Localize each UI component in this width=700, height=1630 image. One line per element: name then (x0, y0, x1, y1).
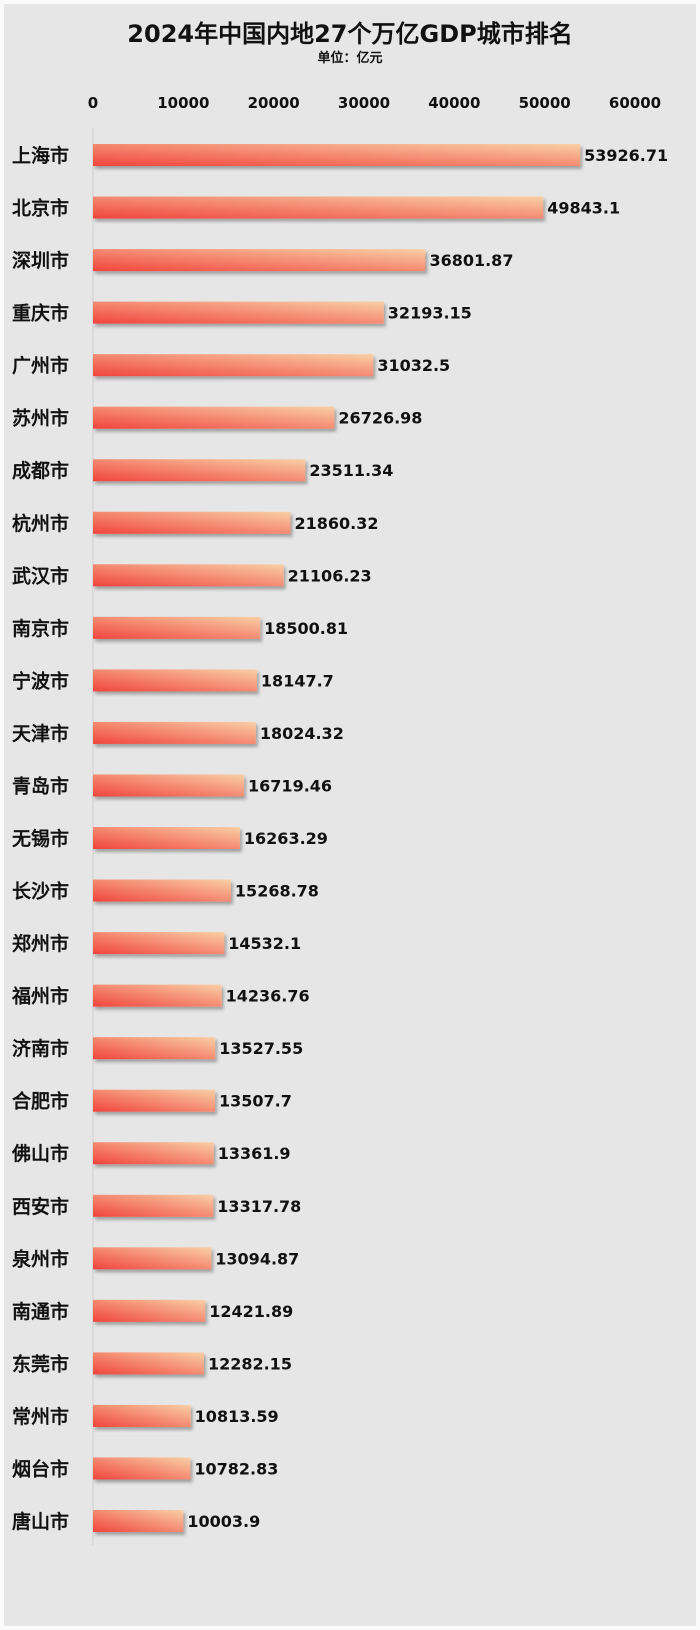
category-label: 苏州市 (12, 407, 69, 430)
bar (93, 1299, 206, 1322)
bar (93, 774, 245, 797)
chart-title: 2024年中国内地27个万亿GDP城市排名 (127, 20, 572, 48)
category-label: 福州市 (11, 985, 69, 1008)
data-label: 12421.89 (209, 1302, 293, 1321)
category-label: 郑州市 (12, 932, 69, 955)
data-label: 53926.71 (584, 146, 668, 165)
category-label: 北京市 (12, 197, 69, 220)
category-label: 东莞市 (12, 1352, 69, 1375)
bar (93, 1142, 214, 1165)
bar (93, 827, 240, 849)
category-label: 南通市 (12, 1300, 69, 1323)
category-label: 广州市 (12, 354, 69, 377)
category-label: 成都市 (12, 459, 69, 482)
bar (93, 1352, 204, 1375)
category-label: 青岛市 (12, 774, 69, 797)
x-tick-label: 60000 (609, 94, 661, 112)
data-label: 23511.34 (309, 461, 393, 480)
category-label: 杭州市 (12, 512, 69, 535)
bar (93, 1247, 212, 1270)
data-label: 10813.59 (195, 1407, 279, 1426)
data-label: 13507.7 (219, 1092, 292, 1111)
chart-canvas: 2024年中国内地27个万亿GDP城市排名 单位：亿元 0 10000 20000 3… (11, 20, 668, 1545)
data-label: 16719.46 (248, 776, 332, 795)
category-label: 南京市 (12, 617, 69, 640)
data-label: 13094.87 (215, 1249, 299, 1268)
x-tick-label: 50000 (519, 94, 571, 112)
data-label: 36801.87 (429, 251, 513, 270)
bar (93, 564, 284, 587)
data-label: 12282.15 (208, 1354, 292, 1373)
category-label: 济南市 (12, 1037, 69, 1060)
data-label: 13527.55 (219, 1039, 303, 1058)
x-tick-label: 40000 (428, 94, 480, 112)
data-label: 15268.78 (235, 882, 319, 901)
category-label: 烟台市 (12, 1457, 69, 1480)
data-label: 21860.32 (294, 514, 378, 533)
bar (93, 1037, 216, 1060)
category-label: 合肥市 (12, 1090, 69, 1113)
category-label: 泉州市 (11, 1247, 69, 1270)
bar (93, 932, 225, 955)
data-label: 14532.1 (228, 934, 301, 953)
data-label: 14236.76 (226, 987, 310, 1006)
data-label: 31032.5 (377, 356, 450, 375)
data-label: 13317.78 (217, 1197, 301, 1216)
data-label: 18500.81 (264, 619, 348, 638)
data-label: 21106.23 (288, 566, 372, 585)
category-label: 天津市 (12, 722, 69, 745)
bar (93, 1457, 191, 1480)
bar (93, 616, 261, 639)
bar (93, 879, 231, 902)
data-label: 32193.15 (388, 304, 472, 323)
category-label: 西安市 (12, 1195, 69, 1218)
data-label: 10003.9 (187, 1512, 260, 1531)
bar (93, 669, 257, 692)
x-tick-label: 20000 (248, 94, 300, 112)
bar (93, 1404, 191, 1427)
data-label: 16263.29 (244, 829, 328, 848)
bar (93, 196, 544, 219)
data-label: 10782.83 (194, 1459, 278, 1478)
category-label: 唐山市 (12, 1510, 69, 1533)
x-tick-label: 0 (88, 94, 98, 112)
bar (93, 1089, 216, 1112)
data-label: 49843.1 (547, 199, 620, 218)
bar (93, 511, 291, 534)
category-label: 常州市 (12, 1405, 69, 1428)
bar (93, 459, 306, 482)
bar (93, 1194, 214, 1217)
bar (93, 406, 335, 429)
chart-subtitle: 单位：亿元 (317, 50, 382, 66)
bar (93, 249, 426, 272)
category-label: 佛山市 (11, 1142, 69, 1165)
x-tick-label: 10000 (157, 94, 209, 112)
bar (93, 1510, 184, 1532)
category-label: 深圳市 (12, 249, 69, 272)
data-label: 13361.9 (218, 1144, 291, 1163)
category-label: 武汉市 (12, 564, 69, 587)
data-label: 18147.7 (261, 671, 334, 690)
category-label: 宁波市 (12, 669, 69, 692)
category-label: 无锡市 (12, 827, 69, 850)
data-label: 18024.32 (260, 724, 344, 743)
bar (93, 984, 222, 1007)
bar (93, 354, 374, 377)
category-label: 重庆市 (12, 302, 69, 325)
category-label: 长沙市 (12, 880, 69, 903)
bar (93, 144, 581, 166)
category-label: 上海市 (12, 144, 69, 167)
data-label: 26726.98 (338, 409, 422, 428)
bar (93, 721, 256, 744)
bar (93, 301, 384, 324)
x-tick-label: 30000 (338, 94, 390, 112)
